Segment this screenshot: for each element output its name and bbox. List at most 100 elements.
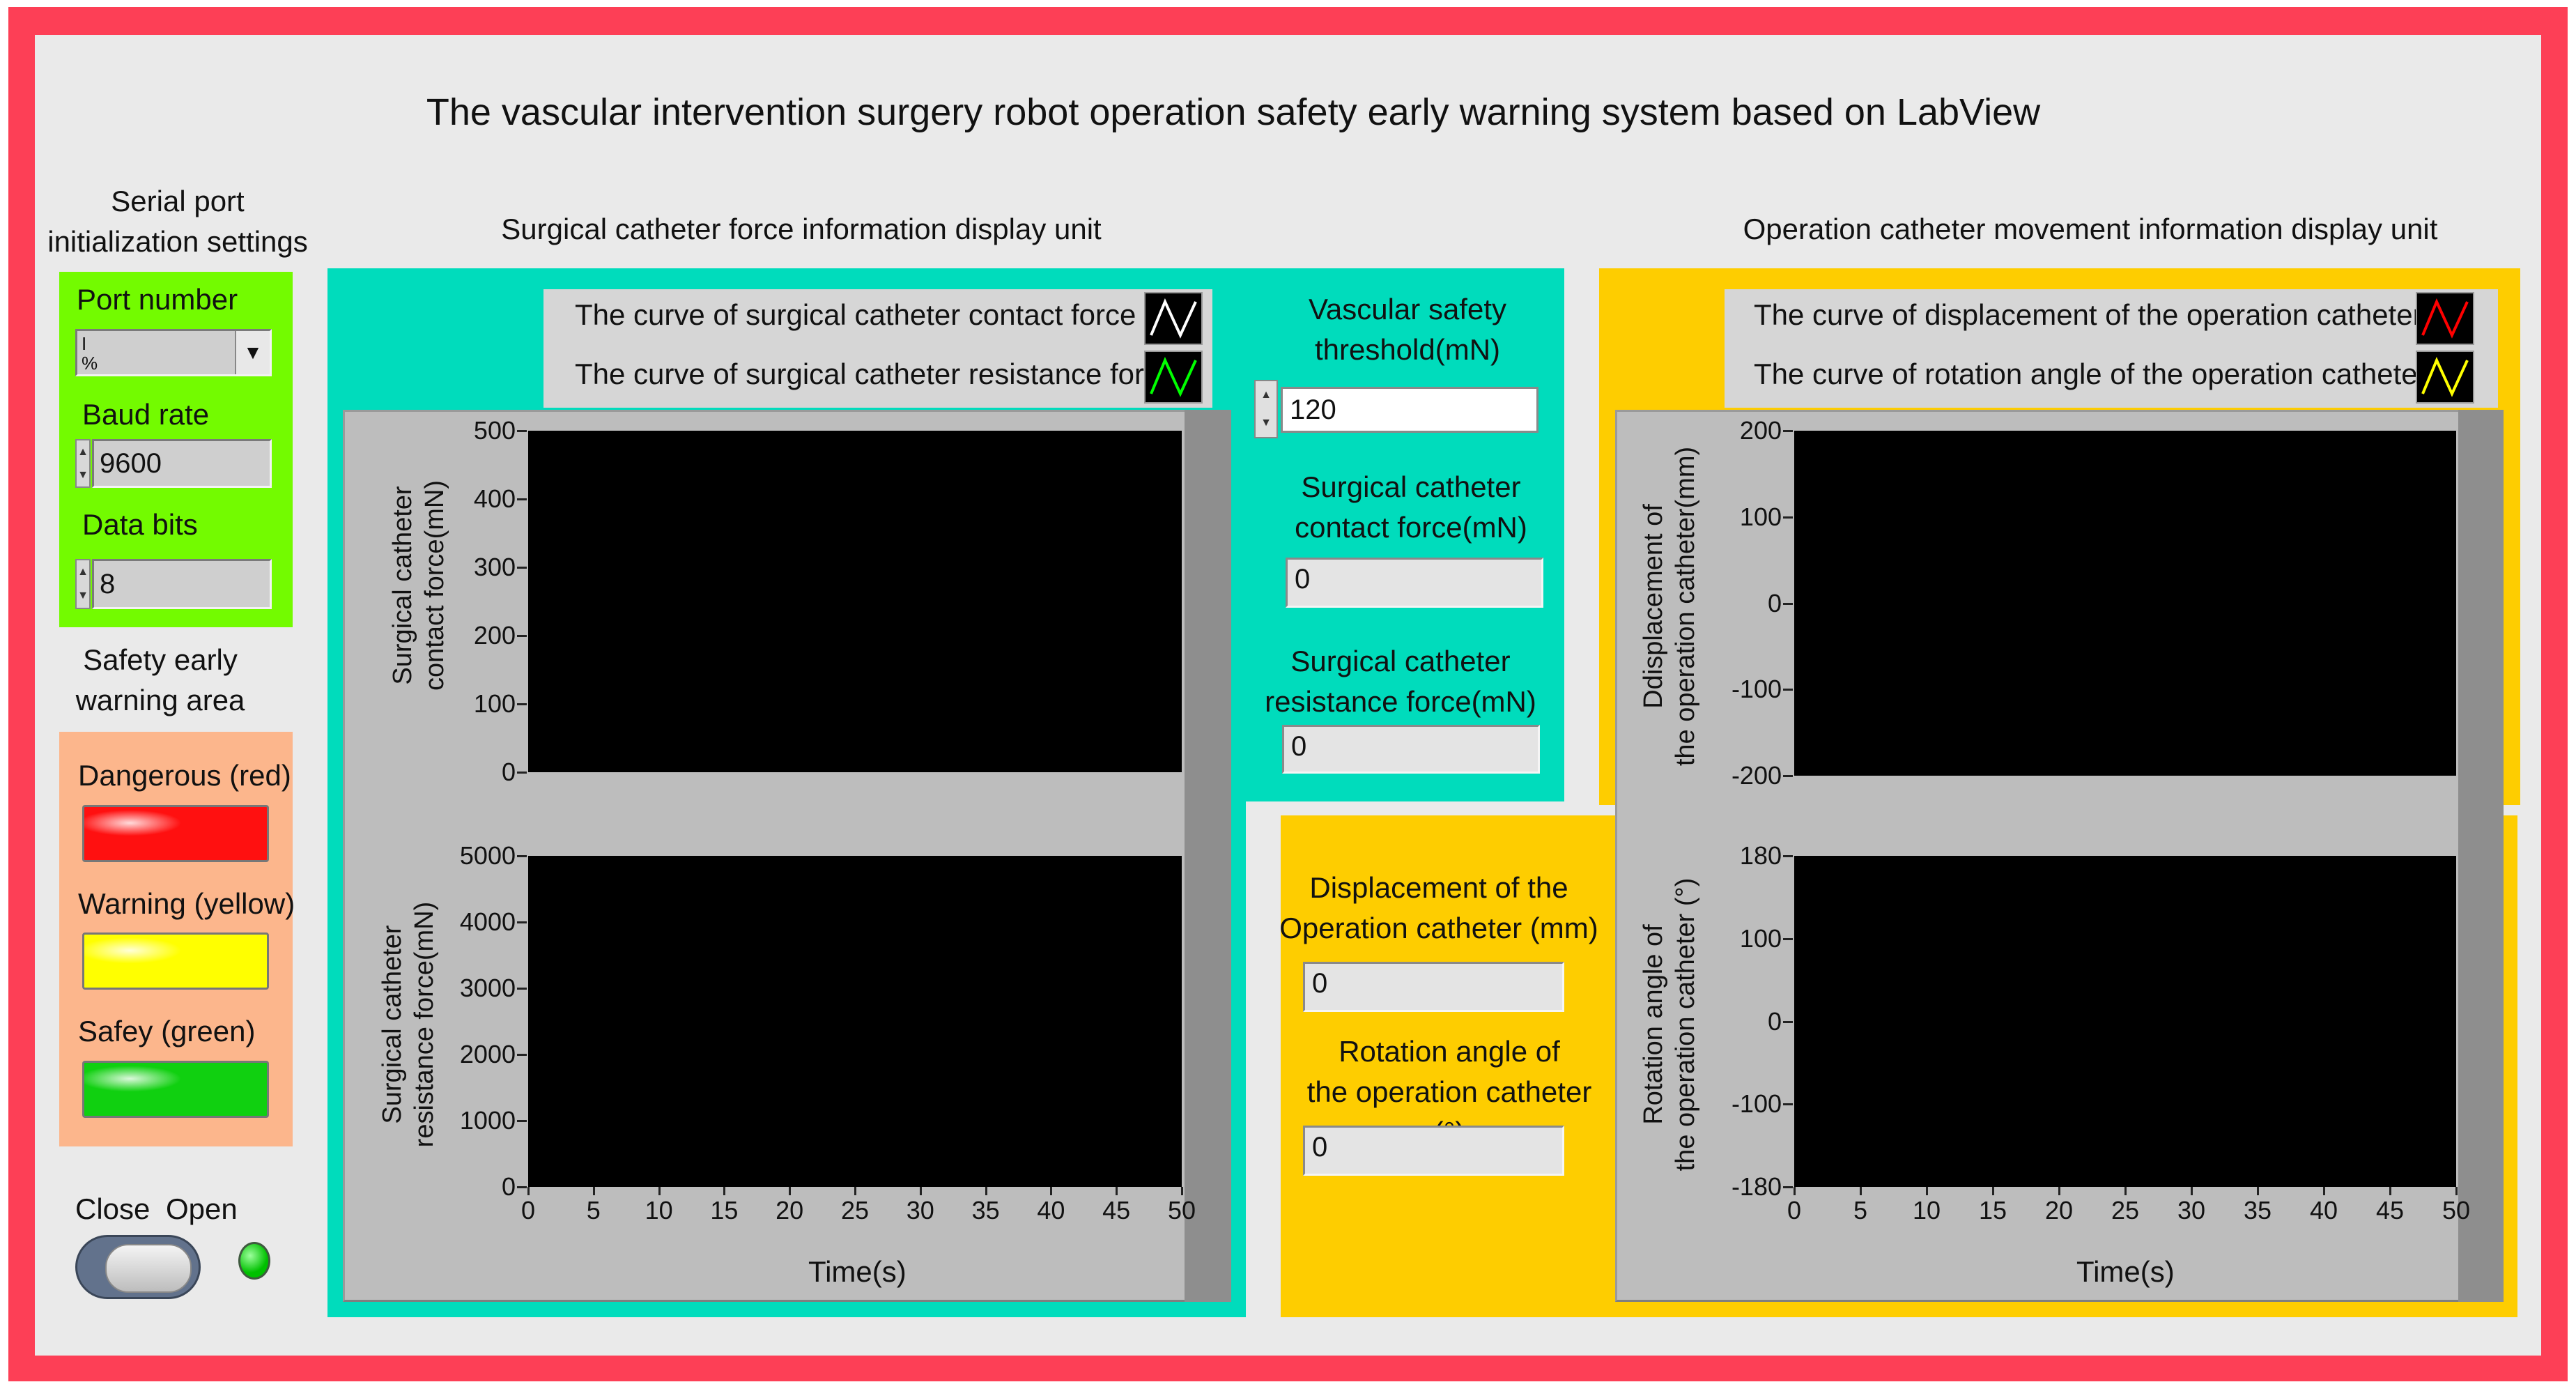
- y-tick-label: 4000: [459, 907, 516, 936]
- threshold-stepper[interactable]: ▲ ▼: [1254, 380, 1278, 438]
- x-tick-mark: [723, 1187, 726, 1195]
- x-tick-mark: [2257, 1187, 2259, 1195]
- resistance-force-plot: [528, 856, 1182, 1187]
- y-tick-label: 100: [473, 689, 516, 718]
- rotation-y-label: Rotation angle of the operation catheter…: [1637, 843, 1702, 1206]
- threshold-input[interactable]: 120: [1281, 387, 1538, 433]
- y-tick-label: 3000: [459, 974, 516, 1002]
- displacement-y-label-line2: the operation catheter(mm): [1671, 446, 1700, 767]
- rotation-indicator: 0: [1303, 1126, 1564, 1176]
- y-tick-mark: [1783, 689, 1793, 691]
- y-tick-mark: [1783, 775, 1793, 777]
- y-tick-mark: [517, 567, 527, 569]
- data-bits-label: Data bits: [82, 508, 198, 541]
- x-tick-label: 10: [645, 1196, 673, 1225]
- contact-force-indicator: 0: [1286, 558, 1543, 608]
- rotation-curve-icon: [2416, 351, 2474, 404]
- safety-heading-line1: Safety early: [83, 643, 238, 676]
- y-tick-label: 2000: [459, 1040, 516, 1068]
- x-tick-label: 0: [520, 1196, 536, 1225]
- rotation-y-axis: 180 100 0 -100 -180: [1705, 842, 1794, 1201]
- displacement-indicator: 0: [1303, 962, 1564, 1012]
- chevron-down-icon[interactable]: ▼: [235, 331, 270, 374]
- y-tick-label: 100: [1739, 923, 1782, 953]
- movement-x-label: Time(s): [2076, 1255, 2175, 1288]
- rotation-y-label-line2: the operation catheter (°): [1671, 877, 1700, 1172]
- close-open-toggle[interactable]: [75, 1235, 201, 1299]
- safety-heading-line2: warning area: [75, 684, 245, 716]
- x-tick-mark: [2389, 1187, 2391, 1195]
- contact-curve-icon: [1144, 292, 1203, 345]
- close-label: Close: [75, 1192, 151, 1225]
- x-tick-mark: [1794, 1187, 1796, 1195]
- rotation-label-line1: Rotation angle of: [1339, 1035, 1560, 1068]
- x-tick-label: 20: [776, 1196, 804, 1225]
- y-tick-mark: [517, 772, 527, 774]
- contact-force-y-label-line1: Surgical catheter: [388, 486, 417, 685]
- baud-rate-input[interactable]: 9600: [92, 439, 272, 488]
- displacement-label: Displacement of the Operation catheter (…: [1279, 868, 1599, 949]
- data-bits-input[interactable]: 8: [92, 559, 272, 609]
- y-tick-label: -200: [1731, 761, 1782, 790]
- x-tick-label: 0: [1787, 1196, 1802, 1225]
- threshold-label: Vascular safety threshold(mN): [1240, 289, 1575, 370]
- y-tick-label: 500: [473, 416, 516, 445]
- x-tick-mark: [2191, 1187, 2193, 1195]
- x-tick-mark: [2455, 1187, 2458, 1195]
- visa-resource-icon: I%: [82, 333, 98, 374]
- y-tick-mark: [517, 430, 527, 432]
- y-tick-label: 1000: [459, 1106, 516, 1135]
- port-number-select[interactable]: I% ▼: [75, 329, 272, 376]
- x-tick-label: 30: [2177, 1196, 2206, 1225]
- toggle-knob[interactable]: [105, 1244, 192, 1293]
- warning-indicator-light: [82, 933, 269, 990]
- rotation-x-axis: 0 5 10 15 20 25 30 35 40 45 50: [1787, 1187, 2470, 1229]
- y-tick-mark: [517, 855, 527, 857]
- contact-force-y-label-line2: contact force(mN): [420, 480, 449, 691]
- movement-unit-heading: Operation catheter movement information …: [1743, 213, 2438, 245]
- data-bits-stepper[interactable]: ▲ ▼: [75, 559, 91, 609]
- x-tick-mark: [854, 1187, 856, 1195]
- legend-contact-label: The curve of surgical catheter contact f…: [575, 298, 1136, 331]
- safe-label: Safey (green): [78, 1015, 256, 1047]
- baud-rate-label: Baud rate: [82, 398, 210, 431]
- x-tick-label: 30: [906, 1196, 934, 1225]
- x-tick-label: 5: [586, 1196, 601, 1225]
- baud-rate-stepper[interactable]: ▲ ▼: [75, 439, 91, 488]
- x-tick-mark: [985, 1187, 987, 1195]
- legend-resistance-label: The curve of surgical catheter resistanc…: [575, 358, 1175, 390]
- resistance-force-y-label: Surgical catheter resistance force(mN): [376, 878, 440, 1171]
- dangerous-indicator-light: [82, 805, 269, 862]
- safe-indicator-light: [82, 1061, 269, 1118]
- x-tick-label: 15: [1978, 1196, 2007, 1225]
- y-tick-mark: [1783, 1020, 1793, 1023]
- y-tick-mark: [517, 1120, 527, 1122]
- x-tick-mark: [2124, 1187, 2127, 1195]
- serial-heading: Serial port initialization settings: [42, 181, 314, 262]
- resistance-force-y-axis: 5000 4000 3000 2000 1000 0: [439, 842, 528, 1201]
- force-unit-heading: Surgical catheter force information disp…: [501, 213, 1102, 245]
- displacement-curve-icon: [2416, 292, 2474, 345]
- y-tick-mark: [1783, 937, 1793, 940]
- x-tick-label: 25: [840, 1196, 870, 1225]
- contact-force-label-line1: Surgical catheter: [1301, 470, 1521, 503]
- resistance-force-label: Surgical catheter resistance force(mN): [1233, 641, 1568, 722]
- x-tick-label: 5: [1853, 1196, 1868, 1225]
- y-tick-label: 200: [473, 621, 516, 650]
- y-tick-mark: [517, 921, 527, 923]
- x-tick-mark: [1926, 1187, 1928, 1195]
- contact-force-label: Surgical catheter contact force(mN): [1240, 467, 1582, 548]
- x-tick-mark: [1992, 1187, 1994, 1195]
- y-tick-mark: [1783, 430, 1793, 432]
- resistance-force-label-line2: resistance force(mN): [1265, 685, 1536, 718]
- displacement-y-axis: 200 100 0 -100 -200: [1705, 417, 1794, 790]
- x-tick-label: 40: [1037, 1196, 1065, 1225]
- displacement-label-line2: Operation catheter (mm): [1279, 912, 1598, 944]
- x-tick-mark: [592, 1187, 595, 1195]
- contact-force-y-label: Surgical catheter contact force(mN): [387, 446, 451, 725]
- serial-heading-line1: Serial port: [111, 185, 245, 217]
- y-tick-label: 300: [473, 553, 516, 581]
- y-tick-mark: [1783, 855, 1793, 857]
- x-tick-label: 35: [2243, 1196, 2272, 1225]
- x-tick-mark: [1116, 1187, 1118, 1195]
